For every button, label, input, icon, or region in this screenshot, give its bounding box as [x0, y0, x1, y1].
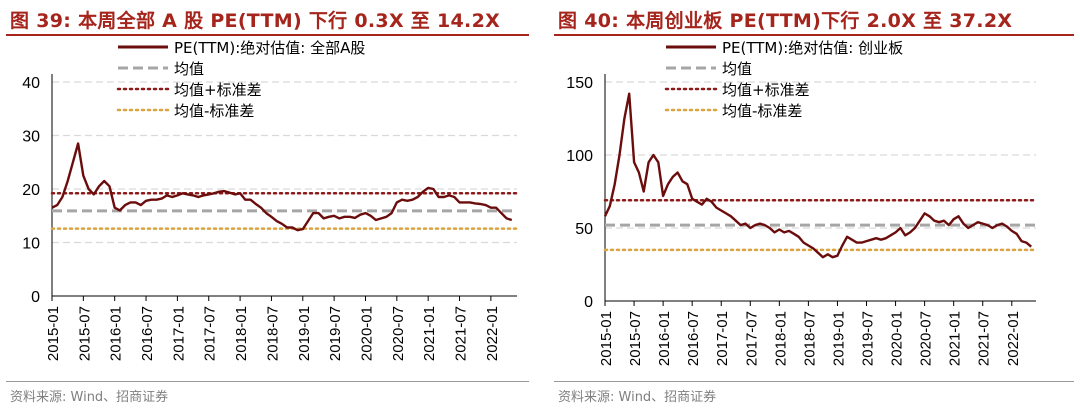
title-divider [6, 34, 529, 36]
x-tick-label: 2016-07 [139, 306, 156, 361]
x-tick-label: 2019-01 [296, 306, 313, 361]
y-tick-label: 30 [22, 129, 40, 146]
x-tick-label: 2020-07 [918, 311, 935, 366]
x-tick-label: 2017-01 [170, 306, 187, 361]
x-tick-label: 2017-07 [202, 306, 219, 361]
x-tick-label: 2021-07 [976, 311, 993, 366]
y-tick-label: 0 [31, 289, 40, 306]
source-note: 资料来源: Wind、招商证券 [558, 390, 717, 405]
source-note: 资料来源: Wind、招商证券 [10, 390, 169, 405]
legend-label: 均值-标准差 [722, 102, 802, 120]
pe-chart-all-a: 0 10 20 30 40 2015-01 2015-07 2016-01 2016-07 201… [22, 39, 519, 361]
x-tick-label: 2016-07 [685, 311, 702, 366]
legend-label: 均值+标准差 [722, 81, 810, 99]
x-tick-label: 2018-01 [772, 311, 789, 366]
x-tick-label: 2018-01 [233, 306, 250, 361]
title-divider [554, 34, 1074, 36]
source-divider [554, 381, 1074, 382]
y-tick-label: 20 [22, 182, 40, 199]
x-tick-label: 2016-01 [656, 311, 673, 366]
chart-title: 图 40: 本周创业板 PE(TTM)下行 2.0X 至 37.2X [558, 10, 1013, 32]
x-tick-label: 2019-01 [830, 311, 847, 366]
legend-label: PE(TTM):绝对估值: 全部A股 [174, 39, 365, 57]
y-tick-label: 40 [22, 75, 40, 92]
x-tick-label: 2017-07 [743, 311, 760, 366]
pe-chart-chinext: 0 50 100 150 2015-01 2015-07 2016-01 2016-07 201… [566, 39, 1038, 366]
legend-label: 均值+标准差 [174, 81, 262, 99]
x-tick-label: 2019-07 [327, 306, 344, 361]
pe-series-line [603, 92, 1032, 259]
x-tick-label: 2018-07 [264, 306, 281, 361]
x-tick-label: 2022-01 [484, 306, 501, 361]
x-tick-label: 2021-07 [453, 306, 470, 361]
y-tick-label: 100 [566, 148, 593, 165]
x-tick-label: 2017-01 [714, 311, 731, 366]
chart-panel-left: 图 39: 本周全部 A 股 PE(TTM) 下行 0.3X 至 14.2X 0… [0, 0, 535, 411]
x-tick-label: 2015-01 [45, 306, 62, 361]
x-tick-label: 2020-01 [358, 306, 375, 361]
legend-label: PE(TTM):绝对估值: 创业板 [722, 39, 903, 57]
y-tick-label: 50 [575, 221, 593, 238]
x-tick-label: 2015-07 [627, 311, 644, 366]
x-tick-label: 2021-01 [421, 306, 438, 361]
x-tick-label: 2021-01 [947, 311, 964, 366]
x-tick-label: 2022-01 [1005, 311, 1022, 366]
x-tick-label: 2016-01 [108, 306, 125, 361]
x-tick-label: 2018-07 [801, 311, 818, 366]
x-tick-label: 2020-01 [889, 311, 906, 366]
source-divider [6, 381, 529, 382]
pe-series-line [51, 142, 513, 232]
chart-panel-right: 图 40: 本周创业板 PE(TTM)下行 2.0X 至 37.2X 0 50 10… [548, 0, 1080, 411]
y-tick-label: 150 [566, 75, 593, 92]
legend-label: 均值 [722, 60, 752, 78]
legend-label: 均值 [174, 60, 204, 78]
y-tick-label: 10 [22, 236, 40, 253]
x-tick-label: 2015-01 [598, 311, 615, 366]
legend-label: 均值-标准差 [174, 102, 254, 120]
x-tick-label: 2019-07 [860, 311, 877, 366]
y-tick-label: 0 [584, 294, 593, 311]
chart-title: 图 39: 本周全部 A 股 PE(TTM) 下行 0.3X 至 14.2X [10, 10, 501, 32]
x-tick-label: 2015-07 [76, 306, 93, 361]
x-tick-label: 2020-07 [390, 306, 407, 361]
